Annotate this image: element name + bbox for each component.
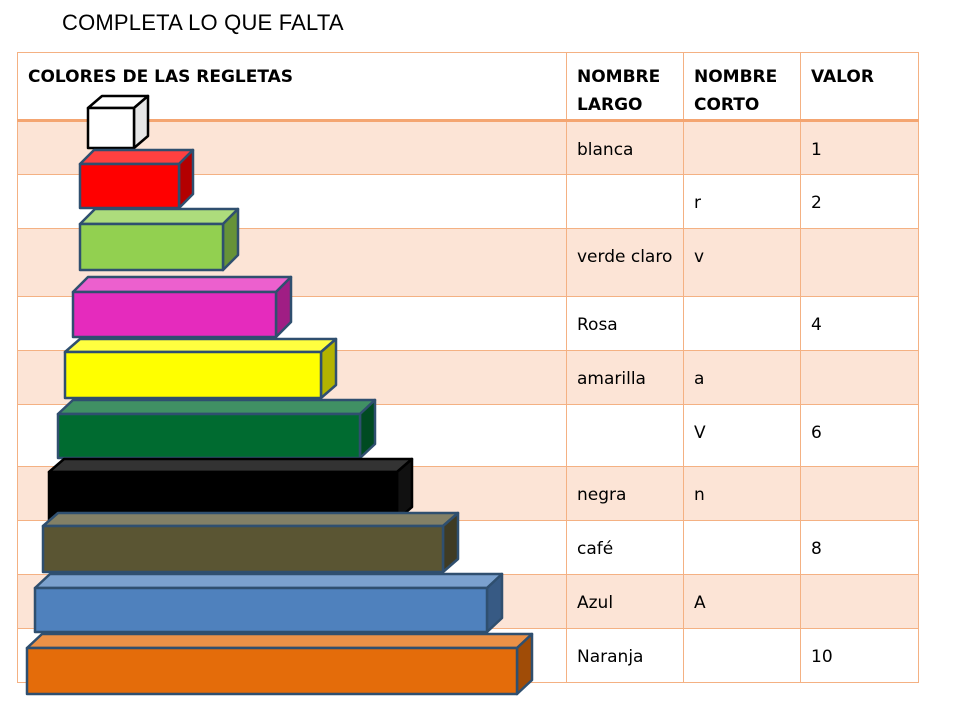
nombre-corto-cell[interactable] <box>683 520 801 575</box>
nombre-largo-cell[interactable] <box>566 174 684 229</box>
nombre-largo-cell[interactable]: Rosa <box>566 296 684 351</box>
nombre-largo-cell[interactable]: Azul <box>566 574 684 629</box>
nombre-corto-cell[interactable] <box>683 120 801 175</box>
table-row: r 2 <box>17 174 919 229</box>
nombre-largo-cell[interactable]: amarilla <box>566 350 684 405</box>
header-valor: VALOR <box>800 52 919 122</box>
table-row: Rosa 4 <box>17 296 919 351</box>
table-row: verde claro v <box>17 228 919 297</box>
table-row: V 6 <box>17 404 919 467</box>
color-cell <box>17 174 567 229</box>
color-cell <box>17 574 567 629</box>
nombre-corto-cell[interactable]: v <box>683 228 801 297</box>
color-cell <box>17 350 567 405</box>
valor-cell[interactable] <box>800 574 919 629</box>
table-row: café 8 <box>17 520 919 575</box>
color-cell <box>17 296 567 351</box>
table-row: blanca 1 <box>17 120 919 175</box>
valor-cell[interactable] <box>800 228 919 297</box>
color-cell <box>17 466 567 521</box>
nombre-largo-cell[interactable]: negra <box>566 466 684 521</box>
nombre-corto-cell[interactable] <box>683 296 801 351</box>
color-cell <box>17 628 567 683</box>
nombre-largo-cell[interactable]: verde claro <box>566 228 684 297</box>
header-nombre-corto: NOMBRE CORTO <box>683 52 801 122</box>
valor-cell[interactable]: 10 <box>800 628 919 683</box>
table-row: negra n <box>17 466 919 521</box>
valor-cell[interactable] <box>800 466 919 521</box>
page-title: COMPLETA LO QUE FALTA <box>62 10 344 35</box>
nombre-corto-cell[interactable] <box>683 628 801 683</box>
nombre-corto-cell[interactable]: a <box>683 350 801 405</box>
nombre-largo-cell[interactable]: café <box>566 520 684 575</box>
nombre-corto-cell[interactable]: A <box>683 574 801 629</box>
valor-cell[interactable]: 2 <box>800 174 919 229</box>
header-row: COLORES DE LAS REGLETAS NOMBRE LARGO NOM… <box>17 52 919 122</box>
valor-cell[interactable]: 4 <box>800 296 919 351</box>
nombre-largo-cell[interactable]: blanca <box>566 120 684 175</box>
table-row: Azul A <box>17 574 919 629</box>
header-colores: COLORES DE LAS REGLETAS <box>17 52 567 122</box>
nombre-largo-cell[interactable]: Naranja <box>566 628 684 683</box>
color-cell <box>17 404 567 467</box>
valor-cell[interactable]: 8 <box>800 520 919 575</box>
table-row: Naranja 10 <box>17 628 919 683</box>
valor-cell[interactable]: 1 <box>800 120 919 175</box>
regletas-table: COLORES DE LAS REGLETAS NOMBRE LARGO NOM… <box>17 52 919 683</box>
color-cell <box>17 520 567 575</box>
nombre-corto-cell[interactable]: r <box>683 174 801 229</box>
nombre-largo-cell[interactable] <box>566 404 684 467</box>
valor-cell[interactable] <box>800 350 919 405</box>
color-cell <box>17 228 567 297</box>
table-row: amarilla a <box>17 350 919 405</box>
color-cell <box>17 120 567 175</box>
nombre-corto-cell[interactable]: n <box>683 466 801 521</box>
header-nombre-largo: NOMBRE LARGO <box>566 52 684 122</box>
nombre-corto-cell[interactable]: V <box>683 404 801 467</box>
valor-cell[interactable]: 6 <box>800 404 919 467</box>
